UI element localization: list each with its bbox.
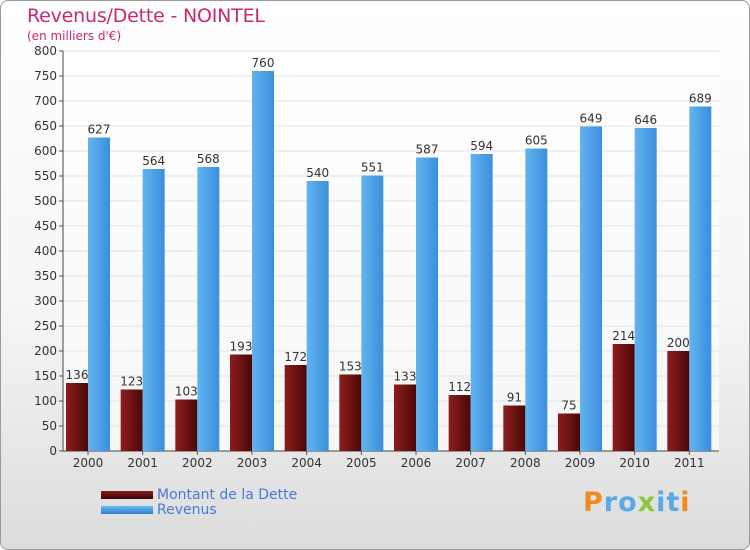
data-label-dette: 123 — [120, 375, 143, 389]
x-tick-label: 2004 — [291, 456, 322, 470]
legend-item-dette: Montant de la Dette — [101, 486, 298, 503]
data-label-revenus: 689 — [689, 92, 712, 106]
bar-dette — [339, 374, 362, 451]
bar-revenus — [416, 157, 438, 451]
x-tick-label: 2007 — [455, 456, 486, 470]
bar-revenus — [142, 169, 165, 451]
x-tick-label: 2000 — [73, 456, 104, 470]
bar-revenus — [634, 128, 657, 451]
bar-revenus — [689, 106, 712, 451]
x-tick-label: 2011 — [674, 456, 705, 470]
logo-letter: P — [583, 487, 604, 518]
bar-dette — [66, 383, 88, 451]
y-tick-label: 200 — [34, 344, 57, 358]
x-tick-label: 2008 — [510, 456, 541, 470]
data-label-dette: 103 — [175, 385, 198, 399]
data-label-revenus: 627 — [88, 123, 111, 137]
bar-dette — [448, 395, 471, 451]
logo-letter: o — [618, 487, 638, 518]
data-label-revenus: 587 — [416, 143, 439, 157]
y-tick-label: 150 — [34, 369, 57, 383]
y-tick-label: 250 — [34, 319, 57, 333]
y-tick-label: 0 — [49, 444, 57, 458]
x-tick-label: 2002 — [182, 456, 213, 470]
data-label-dette: 112 — [448, 380, 471, 394]
data-label-dette: 214 — [612, 329, 635, 343]
legend-swatch-dette — [101, 490, 153, 499]
y-tick-label: 400 — [34, 244, 57, 258]
bar-dette — [230, 354, 252, 451]
y-tick-label: 600 — [34, 144, 57, 158]
data-label-dette: 172 — [284, 350, 307, 364]
x-tick-label: 2010 — [619, 456, 650, 470]
bar-dette — [558, 413, 580, 451]
data-label-revenus: 540 — [306, 166, 329, 180]
bar-revenus — [361, 175, 384, 451]
x-tick-label: 2001 — [127, 456, 158, 470]
y-tick-label: 650 — [34, 119, 57, 133]
bar-dette — [503, 405, 526, 451]
data-label-revenus: 594 — [470, 139, 493, 153]
logo-letter: x — [637, 487, 657, 518]
x-tick-label: 2003 — [237, 456, 268, 470]
x-tick-label: 2005 — [346, 456, 377, 470]
data-label-dette: 193 — [230, 340, 253, 354]
y-tick-label: 50 — [42, 419, 57, 433]
data-label-revenus: 568 — [197, 152, 220, 166]
bar-dette — [120, 389, 143, 451]
y-tick-label: 100 — [34, 394, 57, 408]
x-tick-label: 2009 — [565, 456, 596, 470]
bar-dette — [612, 344, 635, 451]
chart-subtitle: (en milliers d'€) — [27, 29, 122, 43]
bar-revenus — [197, 167, 220, 451]
data-label-revenus: 551 — [361, 161, 384, 175]
data-label-revenus: 646 — [634, 113, 657, 127]
y-tick-label: 500 — [34, 194, 57, 208]
x-tick-label: 2006 — [401, 456, 432, 470]
logo-letter: i — [656, 487, 667, 518]
logo-letter: i — [680, 487, 691, 518]
data-label-revenus: 564 — [142, 154, 165, 168]
bar-revenus — [580, 126, 602, 451]
logo-letter: t — [666, 487, 681, 518]
y-tick-label: 300 — [34, 294, 57, 308]
data-label-revenus: 605 — [525, 134, 548, 148]
legend-label-revenus: Revenus — [157, 501, 217, 518]
legend-label-dette: Montant de la Dette — [157, 486, 298, 503]
bar-revenus — [88, 137, 110, 451]
bar-dette — [284, 365, 307, 451]
legend-item-revenus: Revenus — [101, 501, 297, 518]
y-tick-label: 750 — [34, 69, 57, 83]
legend: Montant de la Dette Revenus — [101, 486, 298, 518]
bar-revenus — [252, 71, 274, 451]
bar-dette — [175, 399, 198, 451]
bar-dette — [394, 384, 416, 451]
y-tick-label: 350 — [34, 269, 57, 283]
bar-dette — [667, 351, 690, 451]
data-label-revenus: 760 — [252, 56, 275, 70]
data-label-dette: 136 — [66, 368, 89, 382]
chart-title: Revenus/Dette - NOINTEL — [27, 5, 265, 27]
data-label-dette: 75 — [561, 399, 576, 413]
logo-letter: r — [603, 487, 619, 518]
proxiti-logo: Proxiti — [583, 487, 691, 518]
y-tick-label: 550 — [34, 169, 57, 183]
bar-revenus — [470, 154, 493, 451]
bar-revenus — [525, 148, 548, 451]
data-label-dette: 91 — [507, 391, 522, 405]
y-tick-label: 800 — [34, 44, 57, 58]
data-label-dette: 133 — [394, 370, 417, 384]
data-label-dette: 153 — [339, 360, 362, 374]
y-tick-label: 700 — [34, 94, 57, 108]
legend-swatch-revenus — [101, 505, 153, 514]
bar-revenus — [306, 181, 329, 451]
data-label-revenus: 649 — [580, 112, 603, 126]
y-tick-label: 450 — [34, 219, 57, 233]
data-label-dette: 200 — [667, 336, 690, 350]
